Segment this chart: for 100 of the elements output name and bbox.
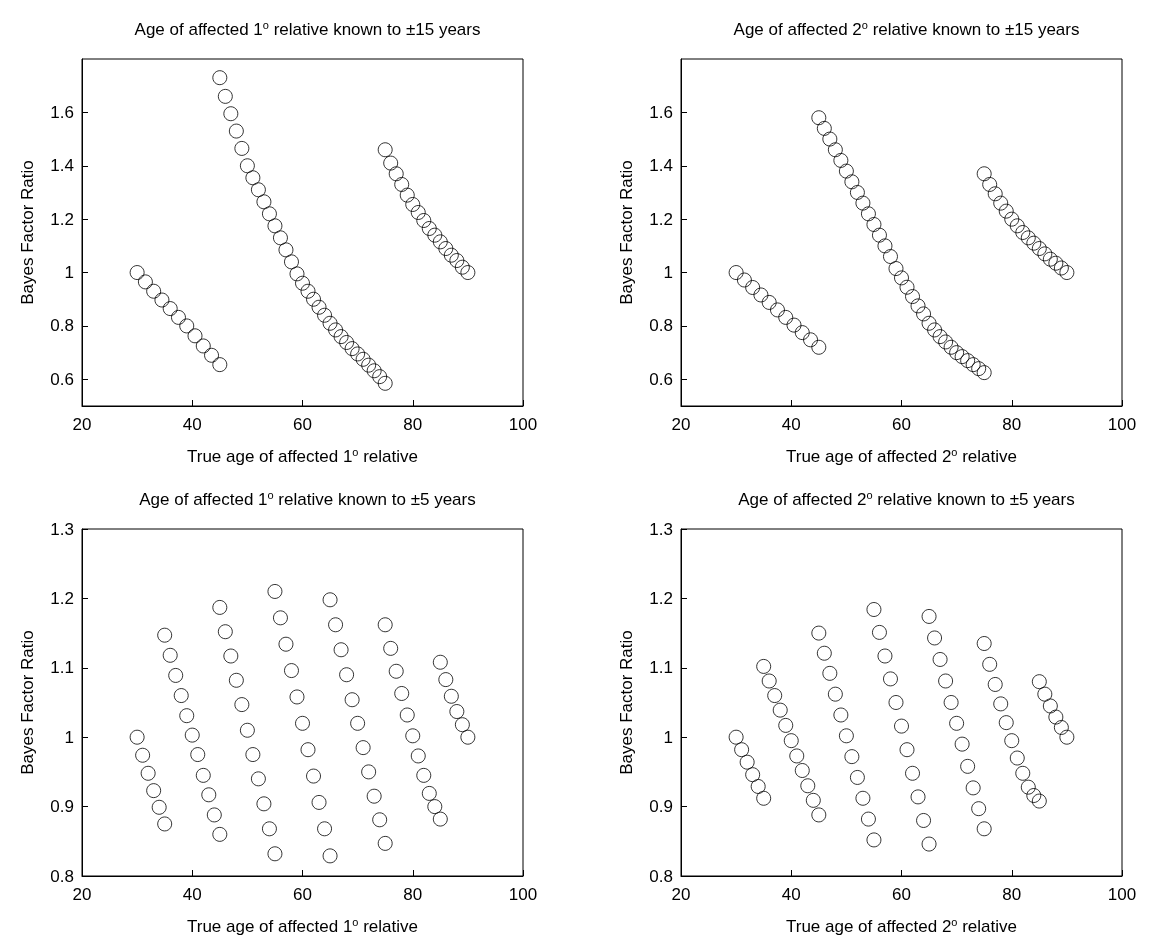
- point: [410, 204, 426, 220]
- x-tick-label: 100: [1107, 885, 1137, 904]
- point: [971, 361, 987, 377]
- point: [261, 206, 277, 222]
- point: [998, 203, 1014, 219]
- point: [388, 166, 404, 182]
- y-tick-label: 0.8: [50, 866, 74, 886]
- y-tick-label: 1.6: [50, 102, 74, 122]
- y-tick-label: 0.6: [649, 369, 673, 389]
- point: [322, 315, 338, 331]
- point: [267, 218, 283, 234]
- point: [882, 249, 898, 265]
- point: [794, 325, 810, 341]
- x-tick-label: 100: [508, 885, 538, 904]
- point: [921, 315, 937, 331]
- point: [1031, 241, 1047, 257]
- point: [295, 275, 310, 291]
- x-tick-label: 80: [1002, 885, 1022, 904]
- point: [449, 253, 465, 269]
- point: [871, 227, 887, 243]
- x-tick-label: 20: [671, 415, 691, 434]
- point: [910, 298, 926, 314]
- point: [366, 363, 382, 379]
- x-tick-label: 100: [508, 415, 538, 434]
- point: [844, 174, 860, 190]
- y-axis-title: Bayes Factor Ratio: [617, 630, 636, 775]
- point: [1042, 251, 1058, 267]
- point: [187, 328, 203, 344]
- point: [146, 283, 162, 299]
- point: [769, 302, 785, 318]
- point: [949, 345, 965, 361]
- point: [204, 347, 220, 363]
- point: [339, 334, 355, 350]
- point: [432, 234, 448, 250]
- point: [976, 166, 992, 182]
- y-tick-label: 1.1: [649, 658, 673, 678]
- point: [927, 322, 943, 338]
- point: [311, 299, 327, 315]
- point: [916, 306, 932, 322]
- point: [745, 279, 761, 295]
- y-axis-title: Bayes Factor Ratio: [18, 630, 37, 775]
- x-tick-label: 80: [403, 885, 423, 904]
- x-tick-label: 80: [1002, 415, 1022, 434]
- x-tick-label: 40: [781, 415, 801, 434]
- point: [1048, 255, 1064, 271]
- point: [1004, 211, 1020, 227]
- point: [427, 227, 443, 243]
- point: [377, 375, 393, 391]
- x-tick-label: 20: [72, 415, 92, 434]
- point: [866, 217, 882, 232]
- y-tick-label: 1.4: [649, 156, 673, 176]
- point: [888, 261, 904, 277]
- point: [728, 265, 744, 281]
- point: [736, 272, 752, 288]
- x-tick-label: 20: [72, 885, 92, 904]
- point: [245, 170, 261, 186]
- x-tick-label: 80: [403, 415, 423, 434]
- y-tick-label: 0.9: [649, 797, 673, 817]
- y-tick-label: 1.3: [649, 519, 673, 539]
- point: [399, 187, 415, 203]
- y-tick-label: 1: [64, 727, 74, 747]
- point: [855, 195, 871, 211]
- point: [228, 123, 244, 139]
- x-tick-label: 40: [781, 885, 801, 904]
- point: [761, 294, 777, 310]
- point: [154, 292, 170, 308]
- point: [976, 365, 992, 381]
- x-tick-label: 40: [182, 415, 202, 434]
- y-tick-label: 0.8: [649, 866, 673, 886]
- y-tick-label: 0.8: [50, 316, 74, 336]
- point: [421, 221, 437, 236]
- point: [982, 176, 998, 192]
- point: [894, 270, 909, 286]
- point: [932, 329, 948, 345]
- y-tick-label: 1: [663, 727, 673, 747]
- point: [811, 110, 827, 126]
- point: [217, 88, 233, 104]
- point: [256, 194, 272, 210]
- point: [377, 142, 393, 158]
- point: [786, 317, 802, 333]
- point: [212, 70, 228, 86]
- point: [405, 196, 421, 212]
- point: [833, 152, 849, 168]
- point: [438, 241, 454, 257]
- x-tick-label: 100: [1107, 415, 1137, 434]
- point: [838, 163, 854, 179]
- point: [849, 184, 865, 200]
- point: [212, 357, 228, 373]
- point: [350, 346, 366, 362]
- point: [1009, 218, 1025, 234]
- point: [170, 309, 186, 325]
- x-tick-label: 60: [892, 885, 911, 904]
- point: [938, 334, 954, 350]
- point: [355, 351, 371, 367]
- point: [250, 182, 266, 198]
- point: [1026, 235, 1042, 251]
- y-axis-title: Bayes Factor Ratio: [18, 160, 37, 305]
- point: [899, 279, 915, 295]
- y-tick-label: 1.2: [649, 588, 673, 608]
- y-tick-label: 1.2: [649, 209, 673, 229]
